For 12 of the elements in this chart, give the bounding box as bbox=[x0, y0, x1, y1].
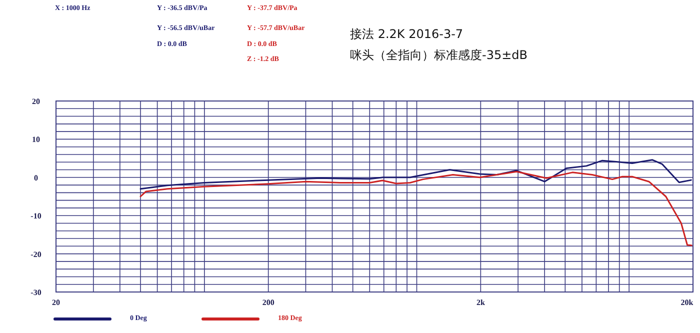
x-tick-label: 2k bbox=[476, 298, 486, 307]
y-tick-label: 20 bbox=[32, 97, 40, 106]
y-tick-label: -30 bbox=[30, 288, 42, 297]
x-tick-label: 20k bbox=[680, 298, 694, 307]
x-tick-label: 20 bbox=[52, 298, 60, 307]
y-tick-label: -20 bbox=[30, 250, 42, 259]
chart-subtitle: 咪头（全指向）标准感度-35±dB bbox=[350, 48, 528, 62]
x-tick-label: 200 bbox=[262, 298, 274, 307]
y-tick-label: 0 bbox=[34, 173, 38, 182]
y-tick-label: 10 bbox=[32, 135, 40, 144]
y-tick-label: -10 bbox=[30, 212, 42, 221]
chart-title: 接法 2.2K 2016-3-7 bbox=[350, 27, 464, 41]
